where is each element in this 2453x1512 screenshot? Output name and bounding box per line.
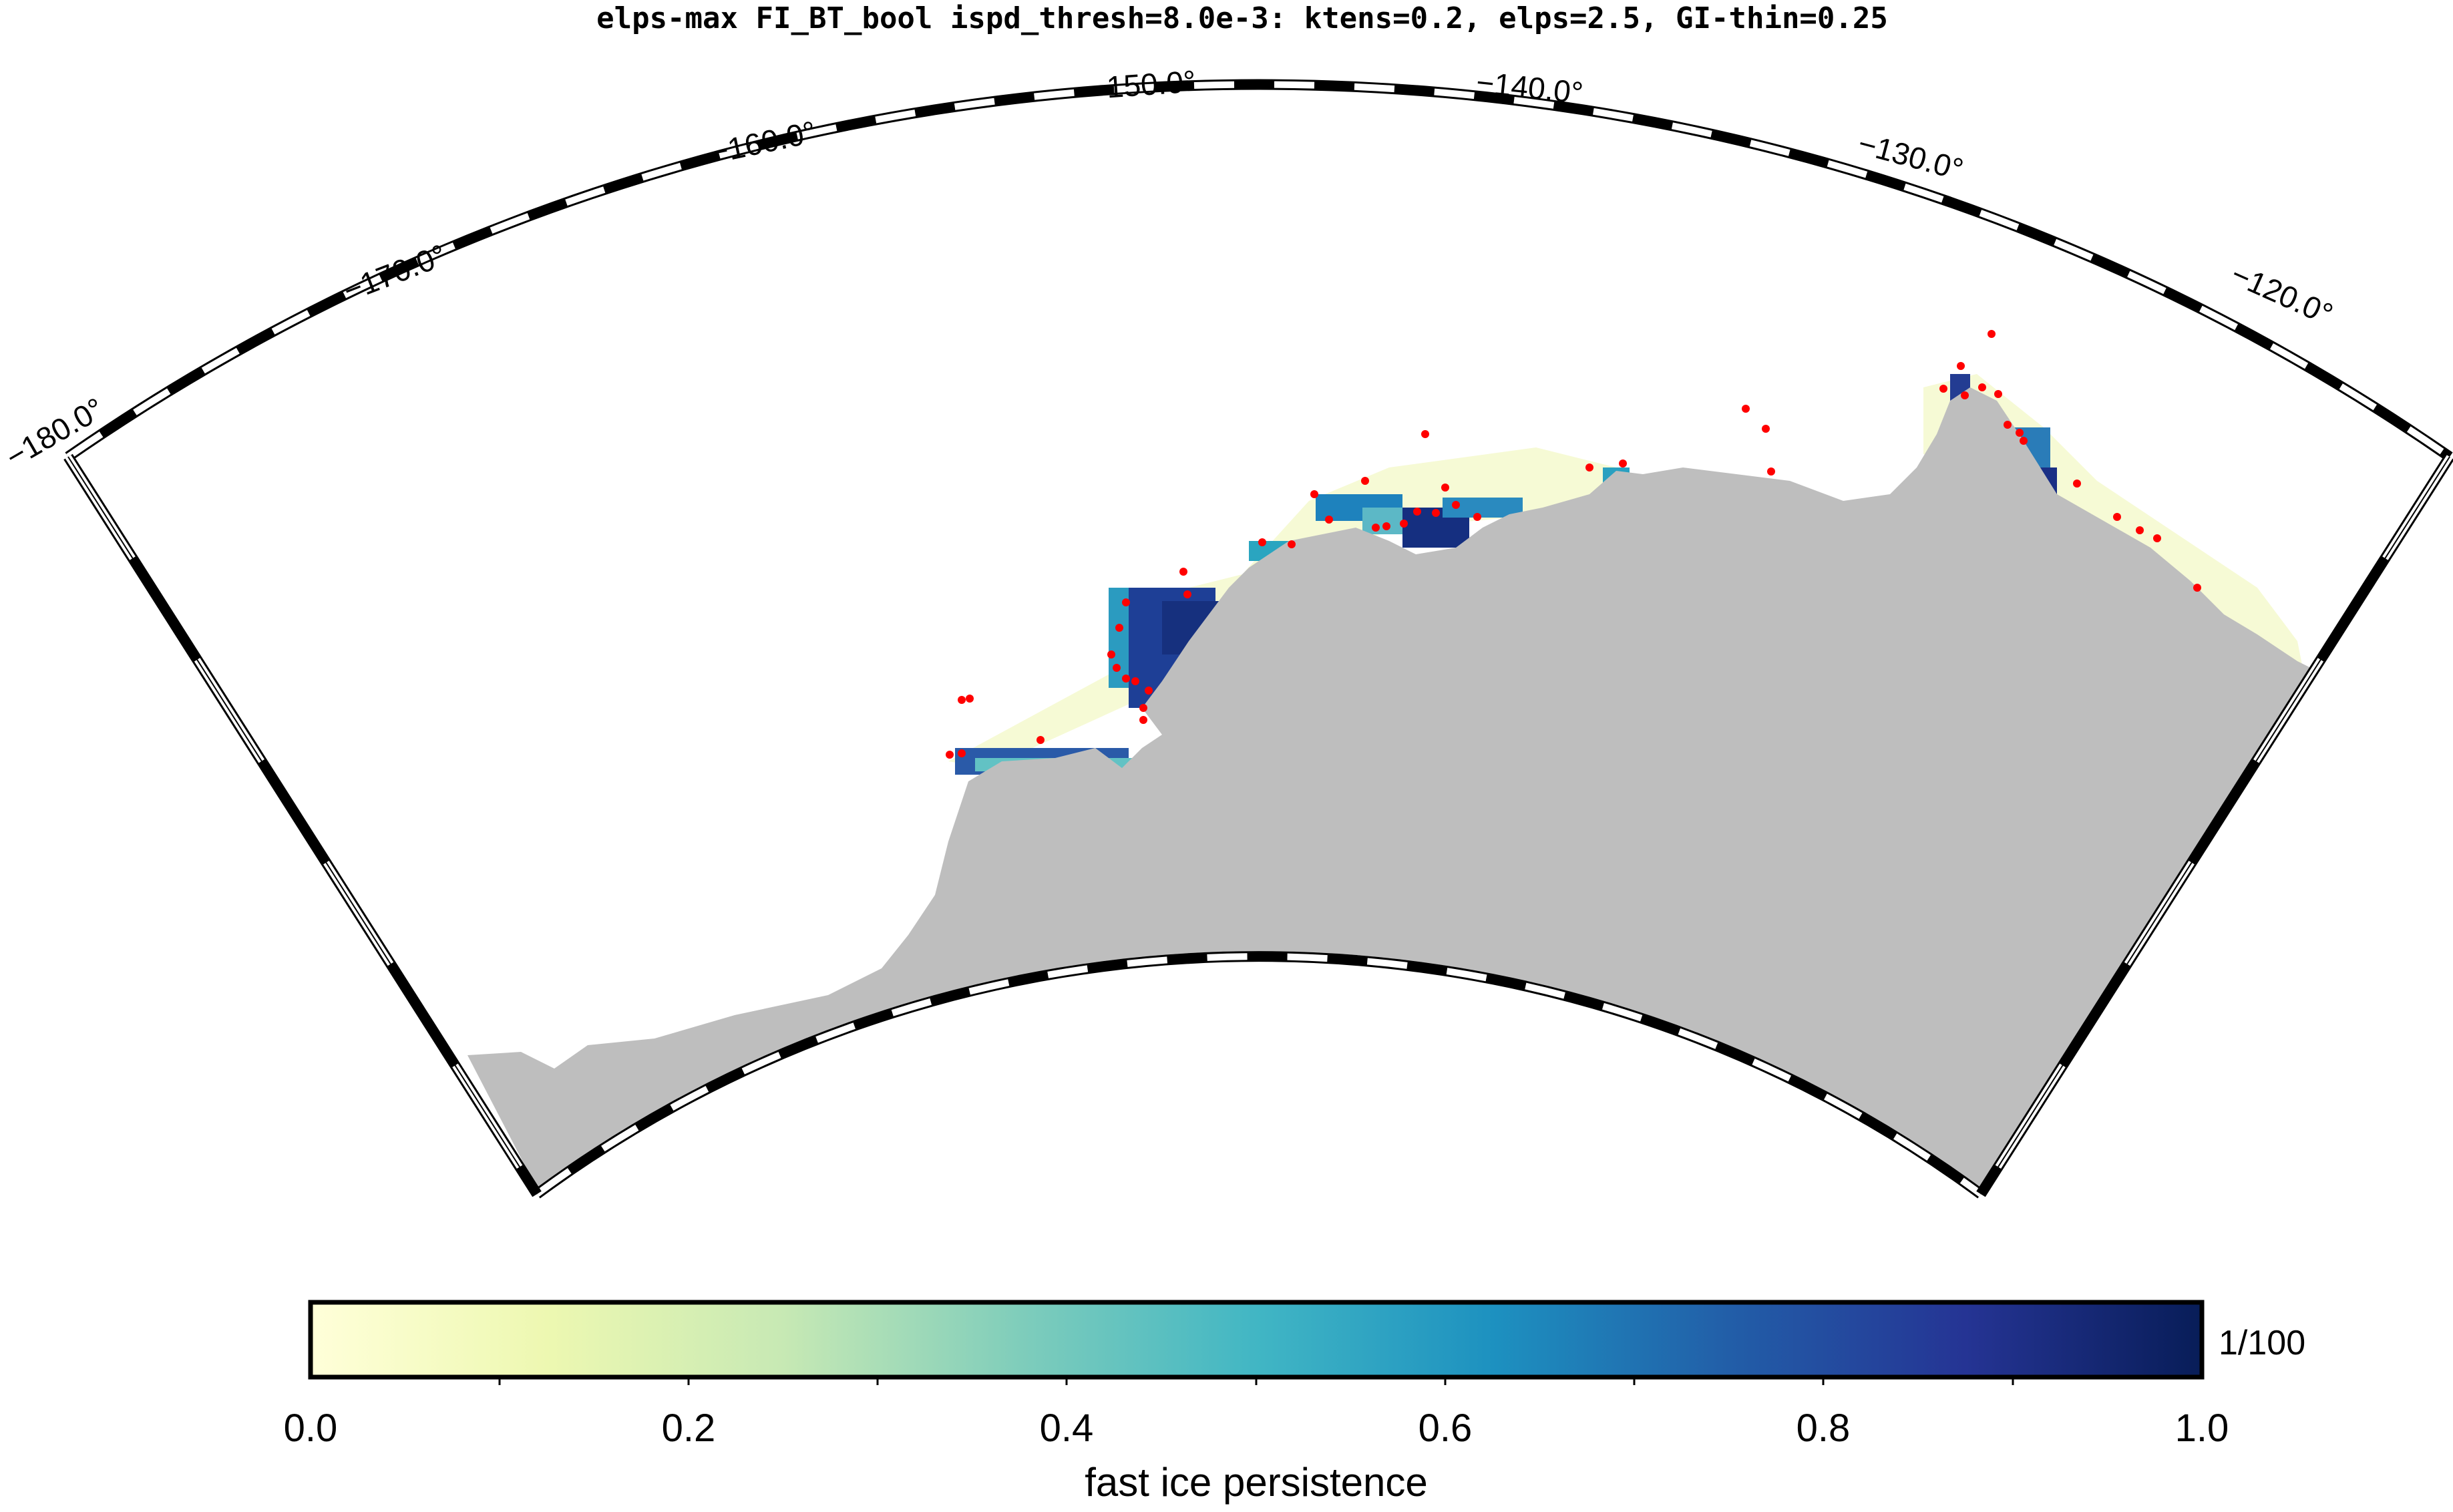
grounded-iceberg-markers	[946, 330, 2201, 759]
colorbar-tick-3: 0.6	[1419, 1406, 1473, 1450]
lon-label-150: −150.0°	[1087, 63, 1197, 106]
colorbar-minor-ticks	[498, 1377, 2014, 1385]
antarctic-land	[467, 387, 2444, 1194]
colorbar: 0.0 0.2 0.4 0.6 0.8 1.0 1/100 fast ice p…	[284, 1300, 2305, 1505]
colorbar-gradient	[308, 1300, 2205, 1380]
colorbar-tick-0: 0.0	[284, 1406, 338, 1450]
colorbar-scale-annotation: 1/100	[2219, 1324, 2305, 1362]
colorbar-tick-2: 0.4	[1040, 1406, 1094, 1450]
colorbar-tick-5: 1.0	[2175, 1406, 2229, 1450]
colorbar-tick-labels: 0.0 0.2 0.4 0.6 0.8 1.0	[284, 1406, 2229, 1450]
lon-label-120: −120.0°	[2226, 256, 2338, 332]
figure-title: elps-max FI_BT_bool ispd_thresh=8.0e-3: …	[596, 1, 1888, 35]
colorbar-tick-4: 0.8	[1797, 1406, 1851, 1450]
colorbar-label: fast ice persistence	[1085, 1460, 1428, 1505]
map-frame	[63, 79, 2453, 1199]
colorbar-tick-1: 0.2	[662, 1406, 716, 1450]
